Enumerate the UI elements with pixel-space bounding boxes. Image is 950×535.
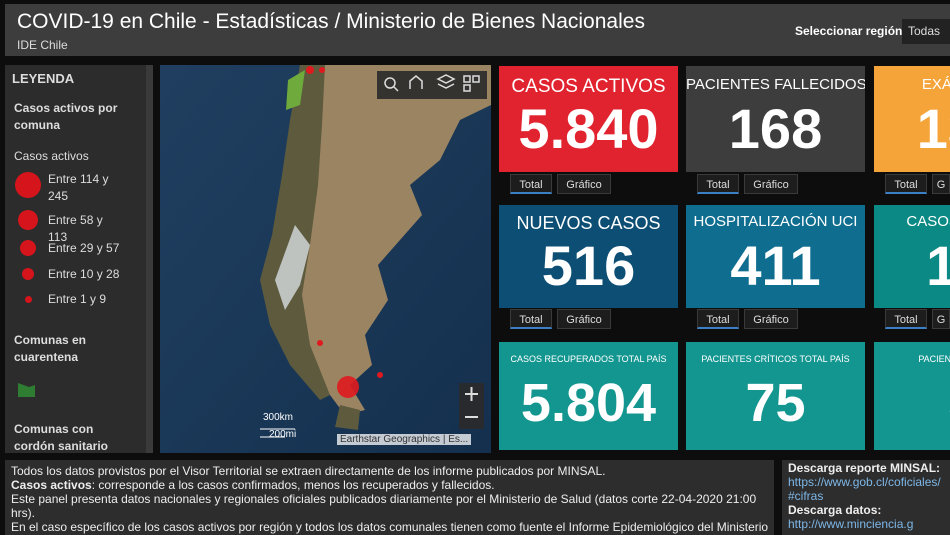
card-value: 135 (916, 97, 950, 160)
card-content: HOSPITALIZACIÓN UCI 411 (686, 205, 865, 308)
scale-label: 200mi (269, 429, 297, 440)
legend-section: Comunas con cordón sanitario (14, 422, 109, 453)
note: En el caso específico de los casos activ… (11, 520, 769, 534)
card-value: 75 (745, 373, 806, 433)
legend-title: LEYENDA (12, 71, 75, 86)
card-title: CASOS CONFIR (906, 213, 950, 230)
downloads-panel: Descarga reporte MINSAL: https://www.gob… (782, 460, 950, 535)
card-content: NUEVOS CASOS 516 (499, 205, 678, 308)
legend-dot (24, 295, 32, 303)
subtitle: IDE Chile (17, 38, 68, 52)
card-content: PACIENTES FALLECIDOS 168 (686, 66, 865, 172)
indicator-card: PACIENTES FALLECIDOS 168 (686, 66, 865, 172)
scale-label: 300km (263, 412, 294, 423)
download-link[interactable]: http://www.minciencia.g (788, 517, 914, 531)
note: Este panel presenta datos nacionales y r… (11, 492, 757, 520)
region-select[interactable]: Todas (902, 19, 950, 44)
note: Casos activos: corresponde a los casos c… (11, 478, 768, 492)
card-title: PACIENTES VENTILA (918, 354, 950, 364)
legend-label: Entre 10 y 28 (48, 267, 120, 281)
legend-label: Entre 29 y 57 (48, 241, 120, 255)
card-value: 168 (728, 97, 823, 160)
indicator-card: PACIENTES CRÍTICOS TOTAL PAÍS 75 (686, 342, 865, 450)
card-value: 411 (730, 234, 821, 297)
legend-label: Entre 1 y 9 (48, 292, 107, 306)
card-content: EXÁMENES 135 (874, 66, 950, 172)
card-title: CASOS ACTIVOS (511, 76, 666, 97)
card-value: 5.804 (520, 373, 657, 433)
card-content: PACIENTES CRÍTICOS TOTAL PAÍS 75 (686, 342, 865, 450)
header: COVID-19 en Chile - Estadísticas / Minis… (5, 4, 950, 56)
card-value: 5.840 (518, 97, 659, 160)
tab[interactable]: G (932, 309, 950, 329)
tab[interactable]: Total (510, 309, 552, 329)
card-value: 11. (926, 234, 950, 297)
note-text: : corresponde a los casos confirmados, m… (91, 478, 495, 492)
legend-panel: LEYENDA Casos activos por comuna Casos a… (5, 65, 153, 453)
tab[interactable]: Total (697, 309, 739, 329)
legend-dot (15, 172, 41, 198)
card-title: HOSPITALIZACIÓN UCI (693, 213, 858, 230)
card-title: PACIENTES CRÍTICOS TOTAL PAÍS (701, 354, 850, 364)
indicator-card: EXÁMENES 135 (874, 66, 950, 172)
card-value: 516 (541, 234, 636, 297)
legend-label: Entre 114 y 245 (48, 172, 109, 203)
tab[interactable]: Total (697, 174, 739, 194)
card-title: EXÁMENES (921, 76, 950, 93)
attribution: Earthstar Geographics | Es... (337, 434, 472, 445)
legend-dot (20, 240, 36, 256)
indicator-card: HOSPITALIZACIÓN UCI 411 (686, 205, 865, 308)
card-value: 3 (874, 372, 950, 434)
quarantine-symbol (18, 383, 35, 397)
tab[interactable]: Total (885, 309, 927, 329)
card-title: NUEVOS CASOS (516, 213, 661, 233)
legend-section: Casos activos por comuna (14, 101, 118, 132)
tab[interactable]: G (932, 174, 950, 194)
scrollbar[interactable] (146, 65, 153, 453)
note-bold: Casos activos (11, 478, 92, 492)
tab[interactable]: Gráfico (744, 174, 798, 194)
legend-label: Entre 58 y 113 (48, 213, 103, 244)
legend-section: Comunas en cuarentena (14, 333, 87, 364)
card-title: CASOS RECUPERADOS TOTAL PAÍS (510, 354, 667, 364)
download-link[interactable]: https://www.gob.cl/coficiales/#cifras (788, 475, 941, 503)
download-label: Descarga reporte MINSAL (788, 461, 937, 475)
legend-dot (22, 268, 34, 280)
colon: : (877, 503, 882, 517)
region-label: Seleccionar región: (795, 24, 907, 38)
tab[interactable]: Gráfico (557, 174, 611, 194)
indicator-card: CASOS CONFIR 11. (874, 205, 950, 308)
indicator-card: CASOS RECUPERADOS TOTAL PAÍS 5.804 (499, 342, 678, 450)
indicator-card: CASOS ACTIVOS 5.840 (499, 66, 678, 172)
map[interactable]: 300km 200mi Earthstar Geographics | Es..… (160, 65, 491, 453)
download-label: Descarga datos (788, 503, 878, 517)
indicator-card: NUEVOS CASOS 516 (499, 205, 678, 308)
tab[interactable]: Gráfico (744, 309, 798, 329)
legend-section: Casos activos (14, 149, 89, 163)
indicator-card: PACIENTES VENTILA 3 (874, 342, 950, 450)
title: COVID-19 en Chile - Estadísticas / Minis… (17, 10, 645, 33)
card-content: CASOS ACTIVOS 5.840 (499, 66, 678, 172)
card-content: CASOS CONFIR 11. (874, 205, 950, 308)
card-title: PACIENTES FALLECIDOS (686, 76, 865, 93)
card-content: PACIENTES VENTILA 3 (874, 342, 950, 450)
map-canvas (160, 65, 491, 453)
legend-dot (18, 210, 38, 230)
note: Todos los datos provistos por el Visor T… (11, 464, 606, 478)
tab[interactable]: Total (510, 174, 552, 194)
notes-panel: Todos los datos provistos por el Visor T… (5, 460, 774, 535)
tab[interactable]: Total (885, 174, 927, 194)
card-content: CASOS RECUPERADOS TOTAL PAÍS 5.804 (499, 342, 678, 450)
colon: : (936, 461, 941, 475)
tab[interactable]: Gráfico (557, 309, 611, 329)
